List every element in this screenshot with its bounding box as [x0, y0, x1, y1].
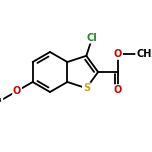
Text: O: O: [114, 85, 122, 95]
Text: CH₃: CH₃: [136, 49, 152, 59]
Text: O: O: [114, 49, 122, 59]
Text: Cl: Cl: [87, 33, 98, 43]
Text: S: S: [83, 83, 90, 93]
Text: O: O: [13, 86, 21, 96]
Text: CH₃: CH₃: [0, 95, 2, 105]
